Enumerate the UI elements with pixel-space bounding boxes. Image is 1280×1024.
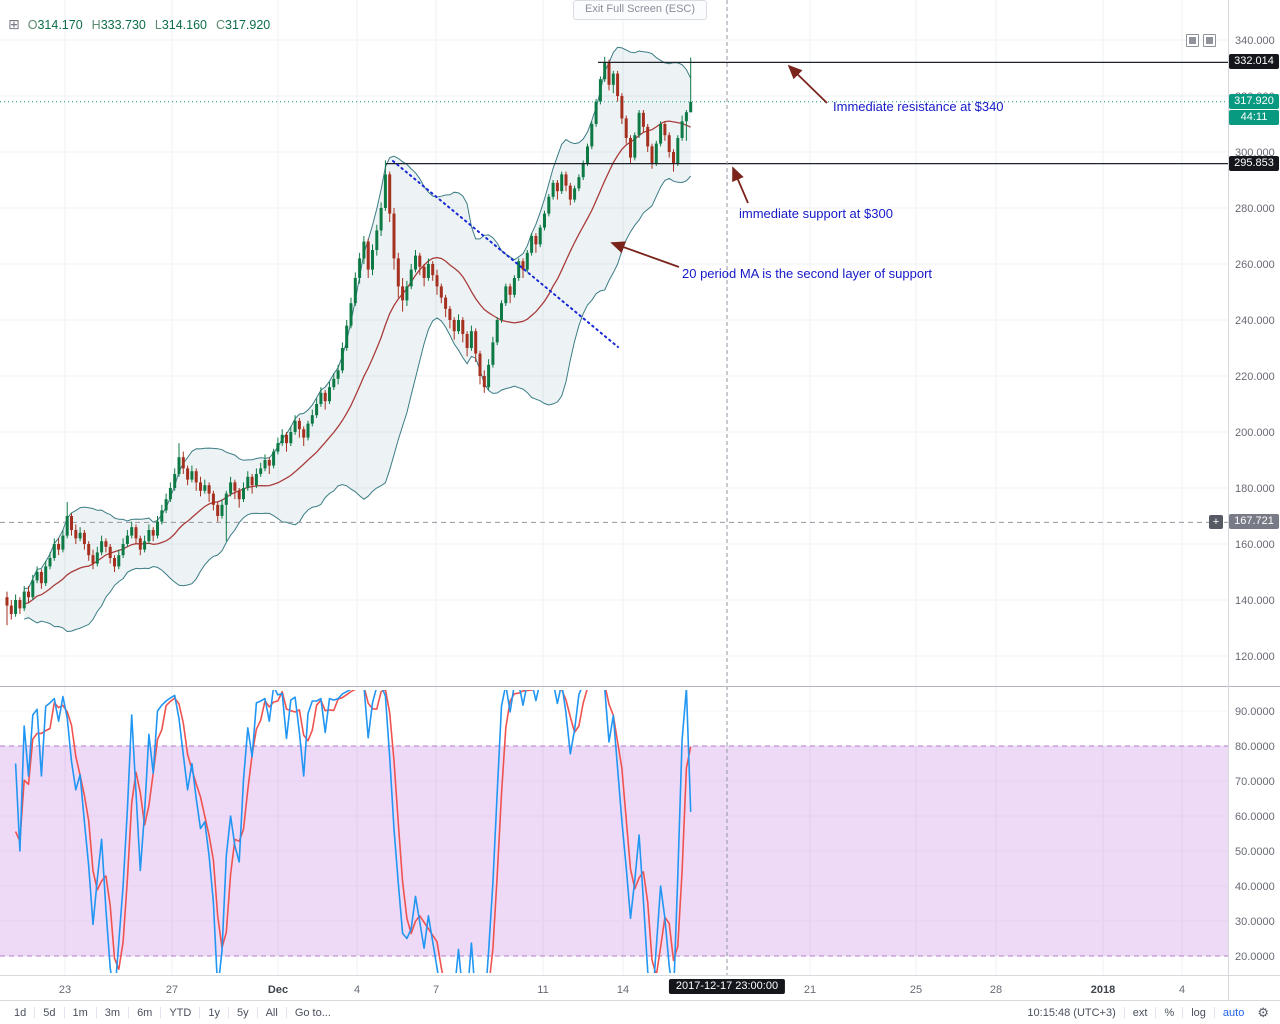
svg-text:40.0000: 40.0000 [1235, 881, 1275, 893]
svg-text:220.000: 220.000 [1235, 371, 1275, 383]
svg-text:14: 14 [617, 984, 629, 996]
svg-text:11: 11 [537, 984, 548, 996]
trendline [392, 160, 619, 348]
svg-text:25: 25 [910, 984, 922, 996]
separator [1123, 1007, 1125, 1018]
separator [1155, 1007, 1157, 1018]
chart-area[interactable]: 340.000320.000300.000280.000260.000240.0… [0, 0, 1280, 1000]
svg-text:160.000: 160.000 [1235, 539, 1275, 551]
range-6m-button[interactable]: 6m [137, 1006, 153, 1019]
crosshair-date-badge: 2017-12-17 23:00:00 [668, 979, 786, 994]
log-toggle[interactable]: log [1191, 1006, 1206, 1019]
svg-text:28: 28 [990, 984, 1002, 996]
legend-c-value: C317.920 [216, 17, 271, 32]
range-1d-button[interactable]: 1d [14, 1006, 27, 1019]
range-5y-button[interactable]: 5y [236, 1006, 249, 1019]
separator [256, 1007, 258, 1018]
svg-text:7: 7 [433, 984, 439, 996]
separator [1213, 1007, 1215, 1018]
separator [95, 1007, 97, 1018]
range-3m-button[interactable]: 3m [104, 1006, 121, 1019]
range-ytd-button[interactable]: YTD [169, 1006, 192, 1019]
svg-text:340.000: 340.000 [1235, 35, 1275, 47]
exit-fullscreen-tooltip: Exit Full Screen (ESC) [572, 0, 708, 20]
separator [199, 1007, 201, 1018]
gear-icon[interactable]: ⚙ [1257, 1004, 1269, 1020]
ext-toggle[interactable]: ext [1132, 1006, 1148, 1019]
bollinger-lower [24, 175, 692, 633]
chart-canvas[interactable]: 340.000320.000300.000280.000260.000240.0… [0, 0, 1280, 1000]
legend-o-value: O314.170 [27, 17, 83, 32]
alert-price-badge: 167.721 [1229, 514, 1279, 529]
svg-text:50.0000: 50.0000 [1235, 846, 1275, 858]
svg-text:120.000: 120.000 [1235, 651, 1275, 663]
legend-l-value: L314.160 [154, 17, 208, 32]
bollinger-upper [24, 46, 692, 590]
separator [160, 1007, 162, 1018]
separator [34, 1007, 36, 1018]
separator [63, 1007, 65, 1018]
auto-toggle[interactable]: auto [1222, 1006, 1245, 1019]
svg-text:30.0000: 30.0000 [1235, 916, 1275, 928]
separator [285, 1007, 287, 1018]
pane-buttons [1186, 34, 1216, 47]
stoch-d-line [14, 690, 692, 973]
svg-text:4: 4 [1179, 984, 1185, 996]
range-1y-button[interactable]: 1y [208, 1006, 220, 1019]
svg-text:140.000: 140.000 [1235, 595, 1275, 607]
svg-text:27: 27 [166, 984, 178, 996]
bollinger-fill [24, 47, 691, 632]
ohlc-values: O314.170 H333.730 L314.160 C317.920 [28, 18, 280, 32]
svg-text:90.0000: 90.0000 [1235, 706, 1275, 718]
annotation-support[interactable]: immediate support at $300 [739, 206, 893, 221]
last-price-badge: 317.920 [1229, 94, 1279, 109]
support-price-badge: 295.853 [1229, 156, 1279, 171]
stoch-band [0, 746, 1228, 956]
main-pane [0, 46, 1228, 633]
percent-toggle[interactable]: % [1164, 1006, 1175, 1019]
stoch-k-line [14, 690, 692, 973]
svg-text:70.0000: 70.0000 [1235, 776, 1275, 788]
svg-text:4: 4 [354, 984, 360, 996]
range-buttons: 1d 5d 1m 3m 6m YTD 1y 5y All Go to... [6, 1001, 339, 1024]
annotation-ma-support[interactable]: 20 period MA is the second layer of supp… [682, 266, 933, 281]
range-5d-button[interactable]: 5d [43, 1006, 56, 1019]
svg-text:260.000: 260.000 [1235, 259, 1275, 271]
range-all-button[interactable]: All [265, 1006, 278, 1019]
pane-maximize-icon[interactable] [1203, 34, 1216, 47]
add-alert-icon[interactable]: + [1209, 515, 1223, 529]
svg-text:280.000: 280.000 [1235, 203, 1275, 215]
svg-text:60.0000: 60.0000 [1235, 811, 1275, 823]
countdown-badge: 44:11 [1229, 110, 1279, 125]
separator [227, 1007, 229, 1018]
annotation-resistance[interactable]: Immediate resistance at $340 [833, 99, 1004, 114]
legend-h-value: H333.730 [91, 17, 146, 32]
svg-text:21: 21 [804, 984, 816, 996]
range-1m-button[interactable]: 1m [72, 1006, 88, 1019]
pane-restore-icon[interactable] [1186, 34, 1199, 47]
ohlc-legend: ⊞ O314.170 H333.730 L314.160 C317.920 [8, 16, 279, 33]
svg-text:20.0000: 20.0000 [1235, 951, 1275, 963]
svg-text:240.000: 240.000 [1235, 315, 1275, 327]
svg-text:Dec: Dec [268, 984, 288, 996]
goto-button[interactable]: Go to... [294, 1006, 331, 1019]
separator [128, 1007, 130, 1018]
svg-text:180.000: 180.000 [1235, 483, 1275, 495]
svg-text:80.0000: 80.0000 [1235, 741, 1275, 753]
svg-text:23: 23 [59, 984, 71, 996]
grid-icon[interactable]: ⊞ [8, 16, 20, 32]
bottom-toolbar: 1d 5d 1m 3m 6m YTD 1y 5y All Go to... 10:15:48 (U… [0, 1000, 1280, 1024]
toolbar-right: 10:15:48 (UTC+3) ext% log auto ⚙ [1019, 1001, 1274, 1024]
svg-text:2018: 2018 [1091, 984, 1115, 996]
separator [1182, 1007, 1184, 1018]
resistance-price-badge: 332.014 [1229, 54, 1279, 69]
stoch-pane [14, 690, 692, 973]
clock-display[interactable]: 10:15:48 (UTC+3) [1027, 1006, 1116, 1019]
svg-text:200.000: 200.000 [1235, 427, 1275, 439]
ma-20 [24, 120, 691, 605]
